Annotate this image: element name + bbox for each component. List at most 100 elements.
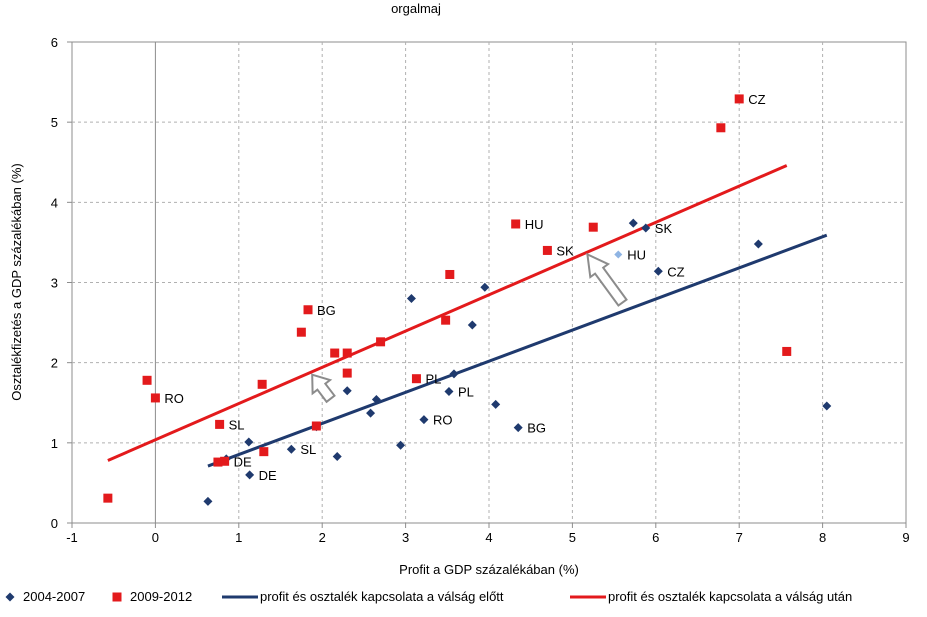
data-point-2009-2012 bbox=[342, 348, 352, 358]
data-point-2004-2007 bbox=[491, 399, 501, 409]
data-point-2009-2012 bbox=[330, 348, 340, 358]
y-tick-label: 1 bbox=[51, 436, 58, 451]
legend: 2004-2007 2009-2012 profit és osztalék kap… bbox=[5, 589, 852, 604]
data-point-2009-2012 bbox=[142, 375, 152, 385]
data-point-2004-2007 bbox=[371, 395, 381, 405]
data-point-2009-2012 bbox=[257, 379, 267, 389]
data-point-2009-2012 bbox=[411, 374, 421, 384]
legend-label: 2009-2012 bbox=[130, 589, 192, 604]
y-tick-label: 2 bbox=[51, 356, 58, 371]
y-tick-label: 0 bbox=[51, 516, 58, 531]
trendline bbox=[107, 164, 788, 462]
x-tick-label: 1 bbox=[235, 530, 242, 545]
grid-lines bbox=[72, 42, 906, 523]
data-point-2004-2007 bbox=[641, 223, 651, 233]
data-point-2009-2012 bbox=[445, 269, 455, 279]
data-point-2009-2012 bbox=[303, 305, 313, 315]
data-point-2009-2012 bbox=[259, 447, 269, 457]
y-axis-title: Osztalékfizetés a GDP százalékában (%) bbox=[9, 163, 24, 400]
legend-label: profit és osztalék kapcsolata a válság u… bbox=[608, 589, 852, 604]
data-point-2009-2012 bbox=[311, 421, 321, 431]
data-point-2004-2007 bbox=[286, 444, 296, 454]
point-label: RO bbox=[433, 413, 453, 428]
data-point-2004-2007 bbox=[342, 386, 352, 396]
data-point-2009-2012 bbox=[150, 393, 160, 403]
data-point-2009-2012 bbox=[716, 123, 726, 133]
data-point-2004-2007 bbox=[628, 218, 638, 228]
legend-label: 2004-2007 bbox=[23, 589, 85, 604]
x-tick-label: 4 bbox=[485, 530, 492, 545]
annotation-arrows bbox=[311, 252, 628, 404]
data-point-2004-2007 bbox=[244, 437, 254, 447]
data-point-2009-2012 bbox=[782, 346, 792, 356]
point-label: CZ bbox=[748, 92, 765, 107]
data-point-2009-2012 bbox=[542, 245, 552, 255]
point-label: RO bbox=[164, 391, 184, 406]
axes: -1 0 1 2 3 4 5 6 7 8 9 0 1 2 3 4 5 6 bbox=[51, 35, 910, 545]
annotation-arrow bbox=[311, 373, 336, 404]
data-point-2009-2012 bbox=[215, 419, 225, 429]
data-points bbox=[103, 94, 832, 506]
data-point-2009-2012 bbox=[588, 222, 598, 232]
y-tick-label: 3 bbox=[51, 276, 58, 291]
y-tick-label: 6 bbox=[51, 35, 58, 50]
trendlines bbox=[107, 164, 828, 468]
data-point-2004-2007 bbox=[203, 496, 213, 506]
data-point-2004-2007 bbox=[653, 266, 663, 276]
data-point-2009-2012 bbox=[213, 457, 223, 467]
x-tick-label: -1 bbox=[66, 530, 78, 545]
x-tick-label: 5 bbox=[569, 530, 576, 545]
annotation-arrow bbox=[586, 252, 628, 307]
x-tick-label: 7 bbox=[736, 530, 743, 545]
x-tick-label: 9 bbox=[902, 530, 909, 545]
data-point-2009-2012 bbox=[511, 219, 521, 229]
data-point-2004-2007 bbox=[753, 239, 763, 249]
data-point-2004-2007 bbox=[822, 401, 832, 411]
point-label: SL bbox=[300, 442, 316, 457]
data-point-2009-2012 bbox=[296, 327, 306, 337]
point-label: HU bbox=[525, 217, 544, 232]
x-axis-title: Profit a GDP százalékában (%) bbox=[399, 562, 579, 577]
x-tick-label: 2 bbox=[319, 530, 326, 545]
data-point-2004-2007 bbox=[406, 294, 416, 304]
legend-marker-diamond bbox=[5, 592, 15, 602]
data-point-2009-2012 bbox=[441, 315, 451, 325]
x-tick-label: 3 bbox=[402, 530, 409, 545]
data-point-2004-2007 bbox=[513, 423, 523, 433]
point-label: SK bbox=[655, 221, 673, 236]
legend-marker-square bbox=[112, 592, 122, 602]
data-point-2004-2007 bbox=[396, 440, 406, 450]
data-point-2004-2007 bbox=[332, 451, 342, 461]
data-point-2004-2007 bbox=[419, 415, 429, 425]
trendline bbox=[207, 233, 828, 468]
data-point-highlight bbox=[614, 250, 623, 259]
x-tick-label: 8 bbox=[819, 530, 826, 545]
chart-title-fragment: orgalmaj bbox=[391, 1, 441, 16]
point-label: PL bbox=[458, 385, 474, 400]
x-tick-label: 6 bbox=[652, 530, 659, 545]
data-point-2009-2012 bbox=[103, 493, 113, 503]
data-point-2004-2007 bbox=[449, 369, 459, 379]
data-point-2009-2012 bbox=[342, 368, 352, 378]
point-labels: DE SL RO PL BG SK CZ HU RO DE SL BG PL HU SK CZ bbox=[164, 92, 765, 483]
data-point-2004-2007 bbox=[444, 387, 454, 397]
y-tick-label: 5 bbox=[51, 115, 58, 130]
data-point-2009-2012 bbox=[376, 337, 386, 347]
point-label: DE bbox=[259, 468, 277, 483]
data-point-2009-2012 bbox=[734, 94, 744, 104]
data-point-2004-2007 bbox=[480, 282, 490, 292]
point-label: SL bbox=[229, 417, 245, 432]
point-label: PL bbox=[425, 372, 441, 387]
data-point-2004-2007 bbox=[245, 470, 255, 480]
point-label: CZ bbox=[667, 264, 684, 279]
y-tick-label: 4 bbox=[51, 195, 58, 210]
point-label: SK bbox=[556, 243, 574, 258]
point-label: HU bbox=[627, 247, 646, 262]
data-point-2004-2007 bbox=[366, 408, 376, 418]
point-label: BG bbox=[317, 303, 336, 318]
data-point-2004-2007 bbox=[467, 320, 477, 330]
legend-label: profit és osztalék kapcsolata a válság e… bbox=[260, 589, 504, 604]
point-label: DE bbox=[234, 454, 252, 469]
